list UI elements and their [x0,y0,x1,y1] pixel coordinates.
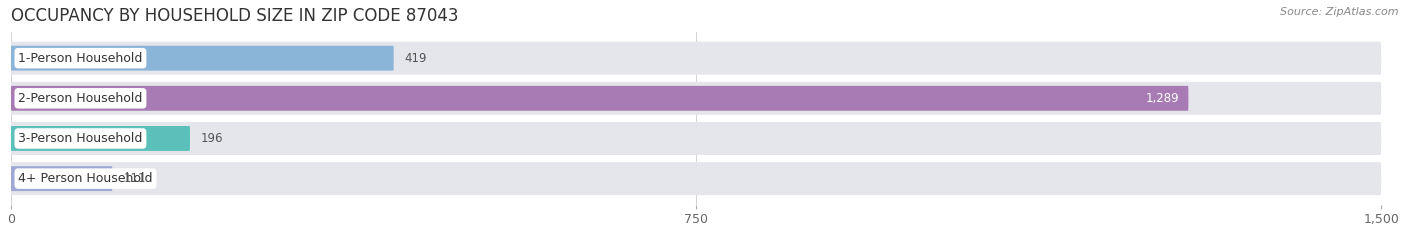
FancyBboxPatch shape [11,86,1188,111]
FancyBboxPatch shape [11,122,1381,155]
Text: 4+ Person Household: 4+ Person Household [18,172,153,185]
Text: 419: 419 [405,52,427,65]
Text: OCCUPANCY BY HOUSEHOLD SIZE IN ZIP CODE 87043: OCCUPANCY BY HOUSEHOLD SIZE IN ZIP CODE … [11,7,458,25]
Text: 1,289: 1,289 [1146,92,1180,105]
Text: 1-Person Household: 1-Person Household [18,52,142,65]
FancyBboxPatch shape [11,46,394,71]
Text: 196: 196 [201,132,224,145]
Text: Source: ZipAtlas.com: Source: ZipAtlas.com [1281,7,1399,17]
Text: 111: 111 [124,172,146,185]
FancyBboxPatch shape [11,126,190,151]
FancyBboxPatch shape [11,166,112,191]
FancyBboxPatch shape [11,42,1381,75]
Text: 3-Person Household: 3-Person Household [18,132,142,145]
Text: 2-Person Household: 2-Person Household [18,92,142,105]
FancyBboxPatch shape [11,82,1381,115]
FancyBboxPatch shape [11,162,1381,195]
